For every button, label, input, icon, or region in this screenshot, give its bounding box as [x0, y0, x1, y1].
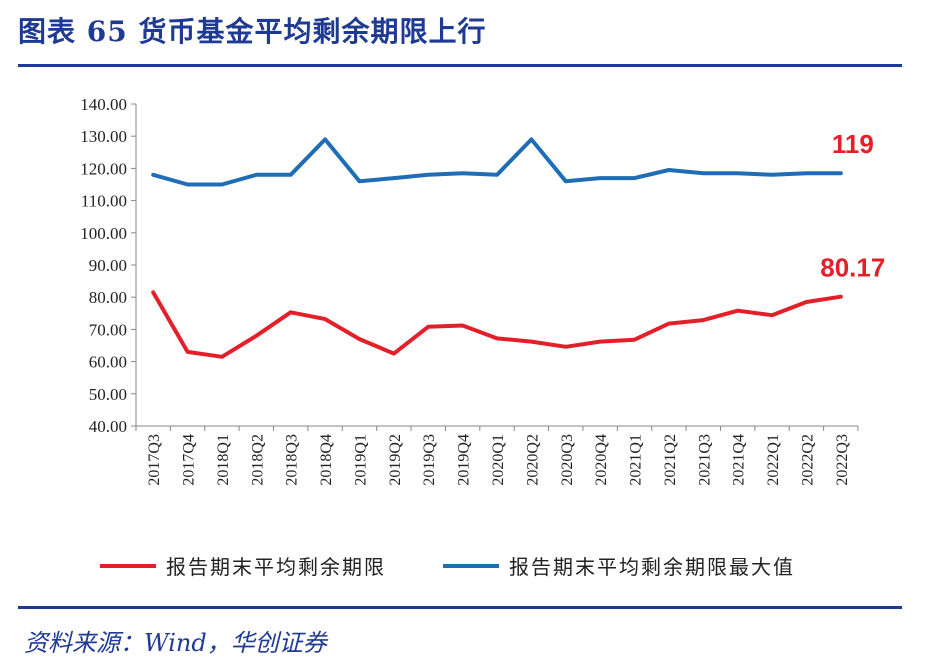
source-divider — [18, 606, 902, 609]
x-tick-label: 2017Q4 — [181, 434, 198, 486]
x-tick-label: 2018Q4 — [318, 434, 335, 486]
y-tick-label: 50.00 — [89, 385, 127, 404]
y-tick-label: 110.00 — [81, 192, 127, 211]
legend-item-average: 报告期末平均剩余期限 — [100, 551, 386, 580]
x-tick-label: 2022Q2 — [799, 434, 816, 486]
source-note: 资料来源：Wind，华创证券 — [24, 629, 327, 657]
legend-label-maximum: 报告期末平均剩余期限最大值 — [509, 555, 795, 579]
end-data-label-average: 80.17 — [820, 253, 885, 283]
y-tick-label: 80.00 — [89, 288, 127, 307]
y-tick-label: 70.00 — [89, 320, 127, 339]
title-divider — [18, 64, 902, 67]
legend-swatch-maximum — [443, 563, 499, 568]
x-tick-label: 2020Q1 — [490, 434, 507, 486]
y-tick-label: 60.00 — [89, 353, 127, 372]
y-tick-label: 40.00 — [89, 417, 127, 436]
legend-item-maximum: 报告期末平均剩余期限最大值 — [443, 551, 795, 580]
y-tick-label: 120.00 — [80, 159, 127, 178]
chart-legend: 报告期末平均剩余期限 报告期末平均剩余期限最大值 — [0, 551, 936, 581]
y-tick-label: 90.00 — [89, 256, 127, 275]
x-tick-label: 2021Q3 — [696, 434, 713, 486]
x-tick-label: 2019Q2 — [387, 434, 404, 486]
x-tick-label: 2020Q3 — [559, 434, 576, 486]
x-tick-label: 2019Q1 — [352, 434, 369, 486]
y-tick-label: 130.00 — [80, 127, 127, 146]
x-tick-label: 2021Q2 — [662, 434, 679, 486]
x-tick-label: 2022Q3 — [834, 434, 851, 486]
legend-swatch-average — [100, 563, 156, 568]
x-tick-label: 2021Q1 — [628, 434, 645, 486]
series-line-average — [151, 290, 843, 359]
x-tick-label: 2018Q2 — [249, 434, 266, 486]
y-tick-label: 140.00 — [80, 95, 127, 114]
x-tick-label: 2017Q3 — [146, 434, 163, 486]
series-line-maximum — [151, 137, 843, 187]
x-tick-label: 2022Q1 — [765, 434, 782, 486]
figure-title: 图表 65 货币基金平均剩余期限上行 — [18, 15, 487, 48]
x-tick-label: 2021Q4 — [731, 434, 748, 486]
legend-label-average: 报告期末平均剩余期限 — [166, 555, 386, 579]
x-tick-label: 2020Q2 — [524, 434, 541, 486]
x-tick-label: 2019Q3 — [421, 434, 438, 486]
x-tick-label: 2020Q4 — [593, 434, 610, 486]
end-data-label-maximum: 119 — [832, 129, 874, 159]
x-tick-label: 2018Q3 — [284, 434, 301, 486]
x-tick-label: 2019Q4 — [456, 434, 473, 486]
y-tick-label: 100.00 — [80, 224, 127, 243]
x-tick-label: 2018Q1 — [215, 434, 232, 486]
